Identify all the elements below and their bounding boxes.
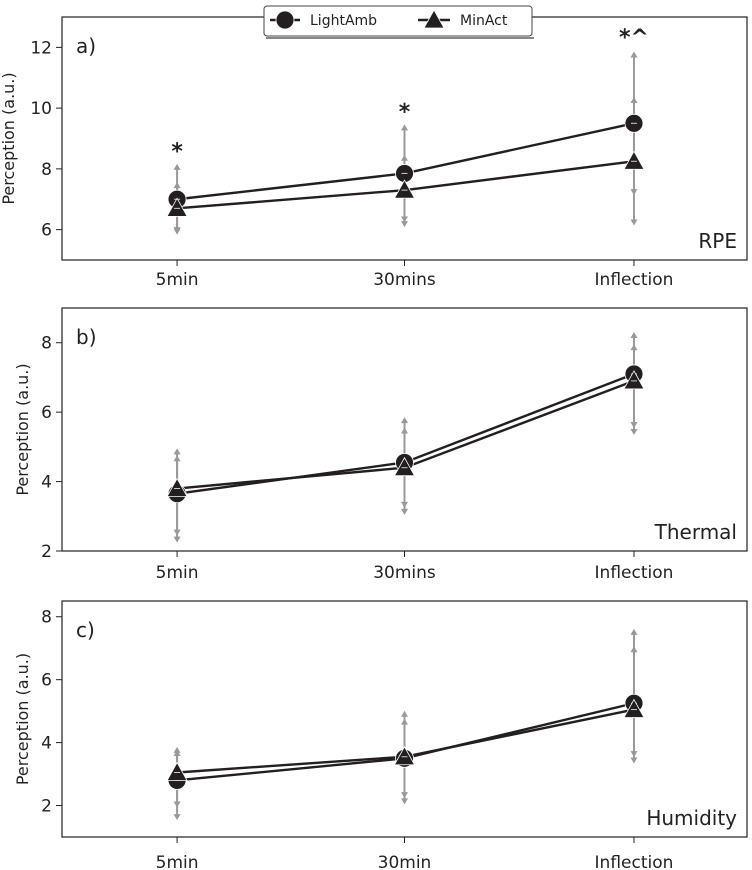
legend: LightAmb MinAct [263, 5, 534, 39]
x-tick-label: Inflection [595, 270, 674, 290]
data-point-triangle [393, 456, 416, 477]
error-cap [173, 746, 181, 753]
panels: 6 8 10 12 5min 30mins Inflection Perception (a.… [0, 16, 748, 870]
error-cap [630, 422, 638, 429]
error-cap [173, 163, 181, 170]
data-point-triangle [623, 698, 645, 718]
error-cap [401, 154, 408, 161]
legend-circle-marker [275, 10, 295, 30]
x-tick-label: 5min [156, 270, 199, 290]
x-tick-label: Inflection [595, 563, 674, 583]
error-cap [173, 814, 181, 821]
error-cap [173, 801, 181, 808]
error-cap [173, 448, 181, 455]
error-cap [630, 628, 638, 635]
y-axis-label: Perception (a.u.) [0, 72, 18, 204]
data-point-triangle [393, 745, 416, 766]
y-tick-label: 10 [30, 99, 52, 119]
legend-label-minact: MinAct [460, 13, 508, 29]
y-tick-label: 8 [41, 608, 52, 628]
measure-label: Thermal [654, 520, 737, 544]
y-tick-label: 2 [41, 797, 52, 817]
y-axis-label: Perception (a.u.) [13, 653, 32, 785]
y-tick-label: 4 [41, 734, 52, 754]
data-point-triangle [166, 477, 188, 497]
y-tick-label: 8 [41, 160, 52, 180]
error-cap [630, 344, 638, 351]
data-point-triangle [623, 370, 645, 390]
measure-label: Humidity [646, 806, 737, 830]
error-cap [630, 751, 638, 758]
error-cap [173, 750, 181, 757]
panel-label: a) [76, 34, 96, 58]
legend-triangle-marker [423, 9, 445, 29]
error-cap [630, 97, 638, 104]
significance-marker: * [171, 140, 183, 165]
x-tick-label: 30mins [373, 270, 436, 290]
chart-panel: 2 4 6 8 5min 30min Inflection Perception (a.u.)… [13, 600, 748, 870]
error-cap [173, 529, 181, 536]
data-point-triangle [166, 761, 188, 781]
legend-label-lightamb: LightAmb [310, 13, 377, 29]
error-cap [401, 124, 408, 131]
error-cap [401, 508, 408, 515]
error-cap [630, 646, 638, 653]
error-cap [173, 536, 181, 543]
panel-label: b) [76, 325, 97, 349]
y-tick-label: 12 [30, 38, 52, 58]
x-tick-label: 5min [156, 853, 199, 870]
x-tick-label: 30mins [373, 563, 436, 583]
data-point-triangle [623, 150, 645, 170]
error-cap [173, 228, 181, 235]
significance-marker: * [399, 100, 411, 125]
error-cap [401, 427, 408, 434]
y-tick-label: 6 [41, 403, 52, 423]
panel-label: c) [76, 618, 95, 642]
error-cap [173, 182, 181, 189]
y-tick-label: 2 [41, 542, 52, 562]
y-tick-label: 4 [41, 473, 52, 493]
error-cap [401, 501, 408, 508]
x-tick-label: Inflection [595, 853, 674, 870]
error-cap [401, 710, 408, 717]
y-tick-label: 6 [41, 221, 52, 241]
error-cap [630, 332, 638, 339]
significance-marker: *^ [619, 26, 649, 51]
error-cap [401, 798, 408, 805]
x-tick-label: 5min [156, 563, 199, 583]
y-axis-label: Perception (a.u.) [13, 363, 32, 495]
error-cap [630, 428, 638, 435]
error-cap [630, 219, 638, 226]
error-cap [401, 221, 408, 228]
chart-panel: 2 4 6 8 5min 30mins Inflection Perception (a.u.… [13, 307, 748, 583]
chart-panel: 6 8 10 12 5min 30mins Inflection Perception (a.… [0, 16, 748, 290]
error-cap [630, 51, 638, 58]
legend-frame [263, 5, 533, 37]
error-cap [401, 417, 408, 424]
error-cap [173, 455, 181, 462]
error-cap [630, 757, 638, 764]
error-cap [401, 718, 408, 725]
measure-label: RPE [698, 229, 737, 253]
x-tick-label: 30min [378, 853, 432, 870]
y-tick-label: 8 [41, 334, 52, 354]
data-point-triangle [166, 197, 188, 217]
y-tick-label: 6 [41, 671, 52, 691]
data-point-triangle [393, 179, 416, 199]
error-cap [401, 792, 408, 799]
